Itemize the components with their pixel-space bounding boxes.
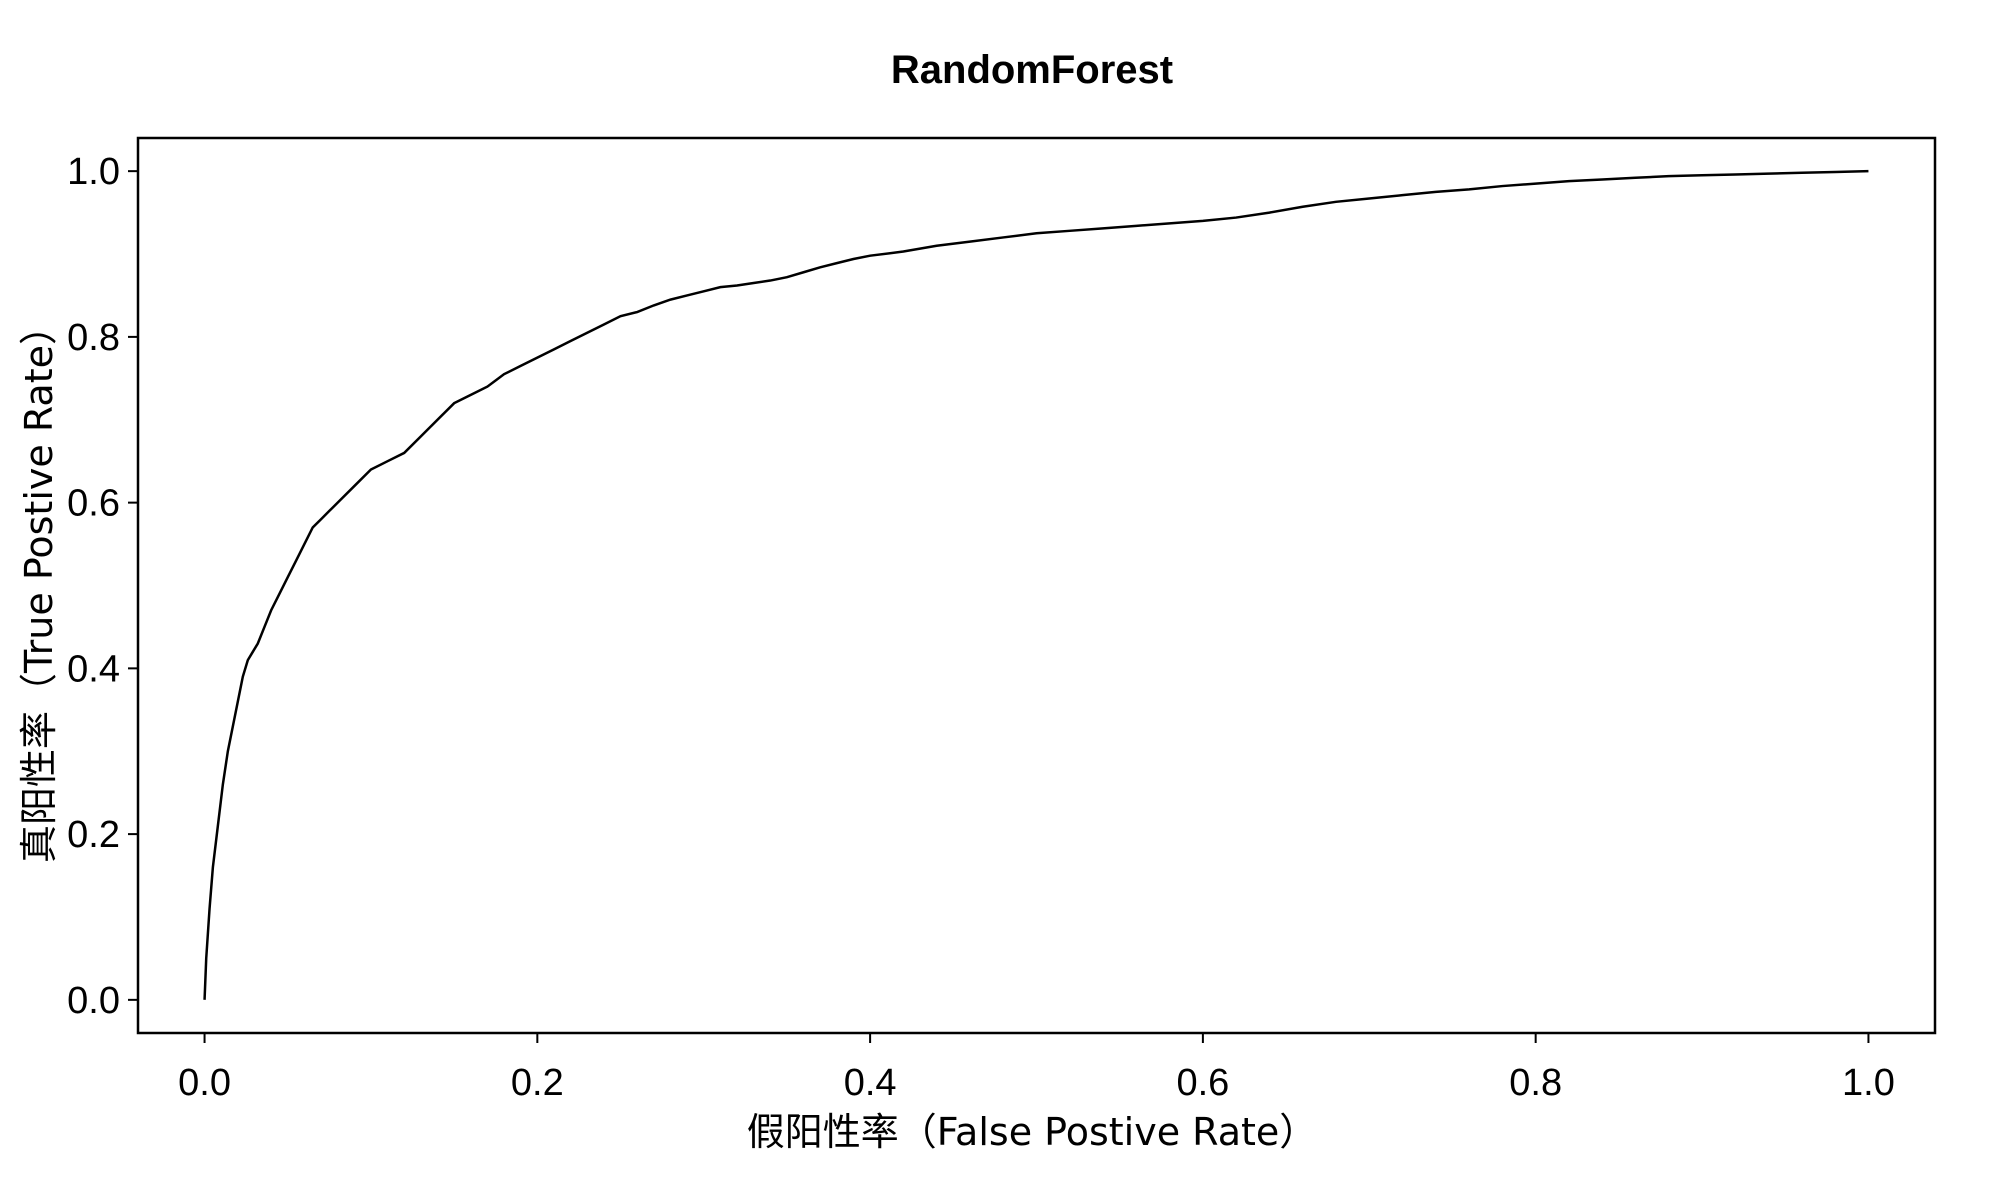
y-tick-label: 0.8 bbox=[67, 317, 120, 359]
y-tick-label: 0.0 bbox=[67, 980, 120, 1022]
x-tick-label: 0.0 bbox=[178, 1062, 231, 1104]
x-tick-label: 0.2 bbox=[511, 1062, 564, 1104]
chart-title: RandomForest bbox=[891, 48, 1173, 92]
y-tick-label: 0.2 bbox=[67, 814, 120, 856]
y-axis: 0.0 0.2 0.4 0.6 0.8 1.0 bbox=[67, 151, 138, 1022]
x-axis: 0.0 0.2 0.4 0.6 0.8 1.0 bbox=[178, 1033, 1895, 1104]
roc-curve-line bbox=[203, 169, 1869, 1000]
x-tick-label: 0.8 bbox=[1509, 1062, 1562, 1104]
y-tick-label: 1.0 bbox=[67, 151, 120, 193]
x-tick-label: 0.4 bbox=[844, 1062, 897, 1104]
y-axis-label: 真阳性率（True Postive Rate） bbox=[17, 307, 61, 863]
y-tick-label: 0.4 bbox=[67, 648, 120, 690]
x-tick-label: 1.0 bbox=[1842, 1062, 1895, 1104]
y-tick-label: 0.6 bbox=[67, 483, 120, 525]
plot-frame bbox=[136, 136, 1937, 1035]
x-tick-label: 0.6 bbox=[1176, 1062, 1229, 1104]
x-axis-label: 假阳性率（False Postive Rate） bbox=[747, 1110, 1318, 1154]
